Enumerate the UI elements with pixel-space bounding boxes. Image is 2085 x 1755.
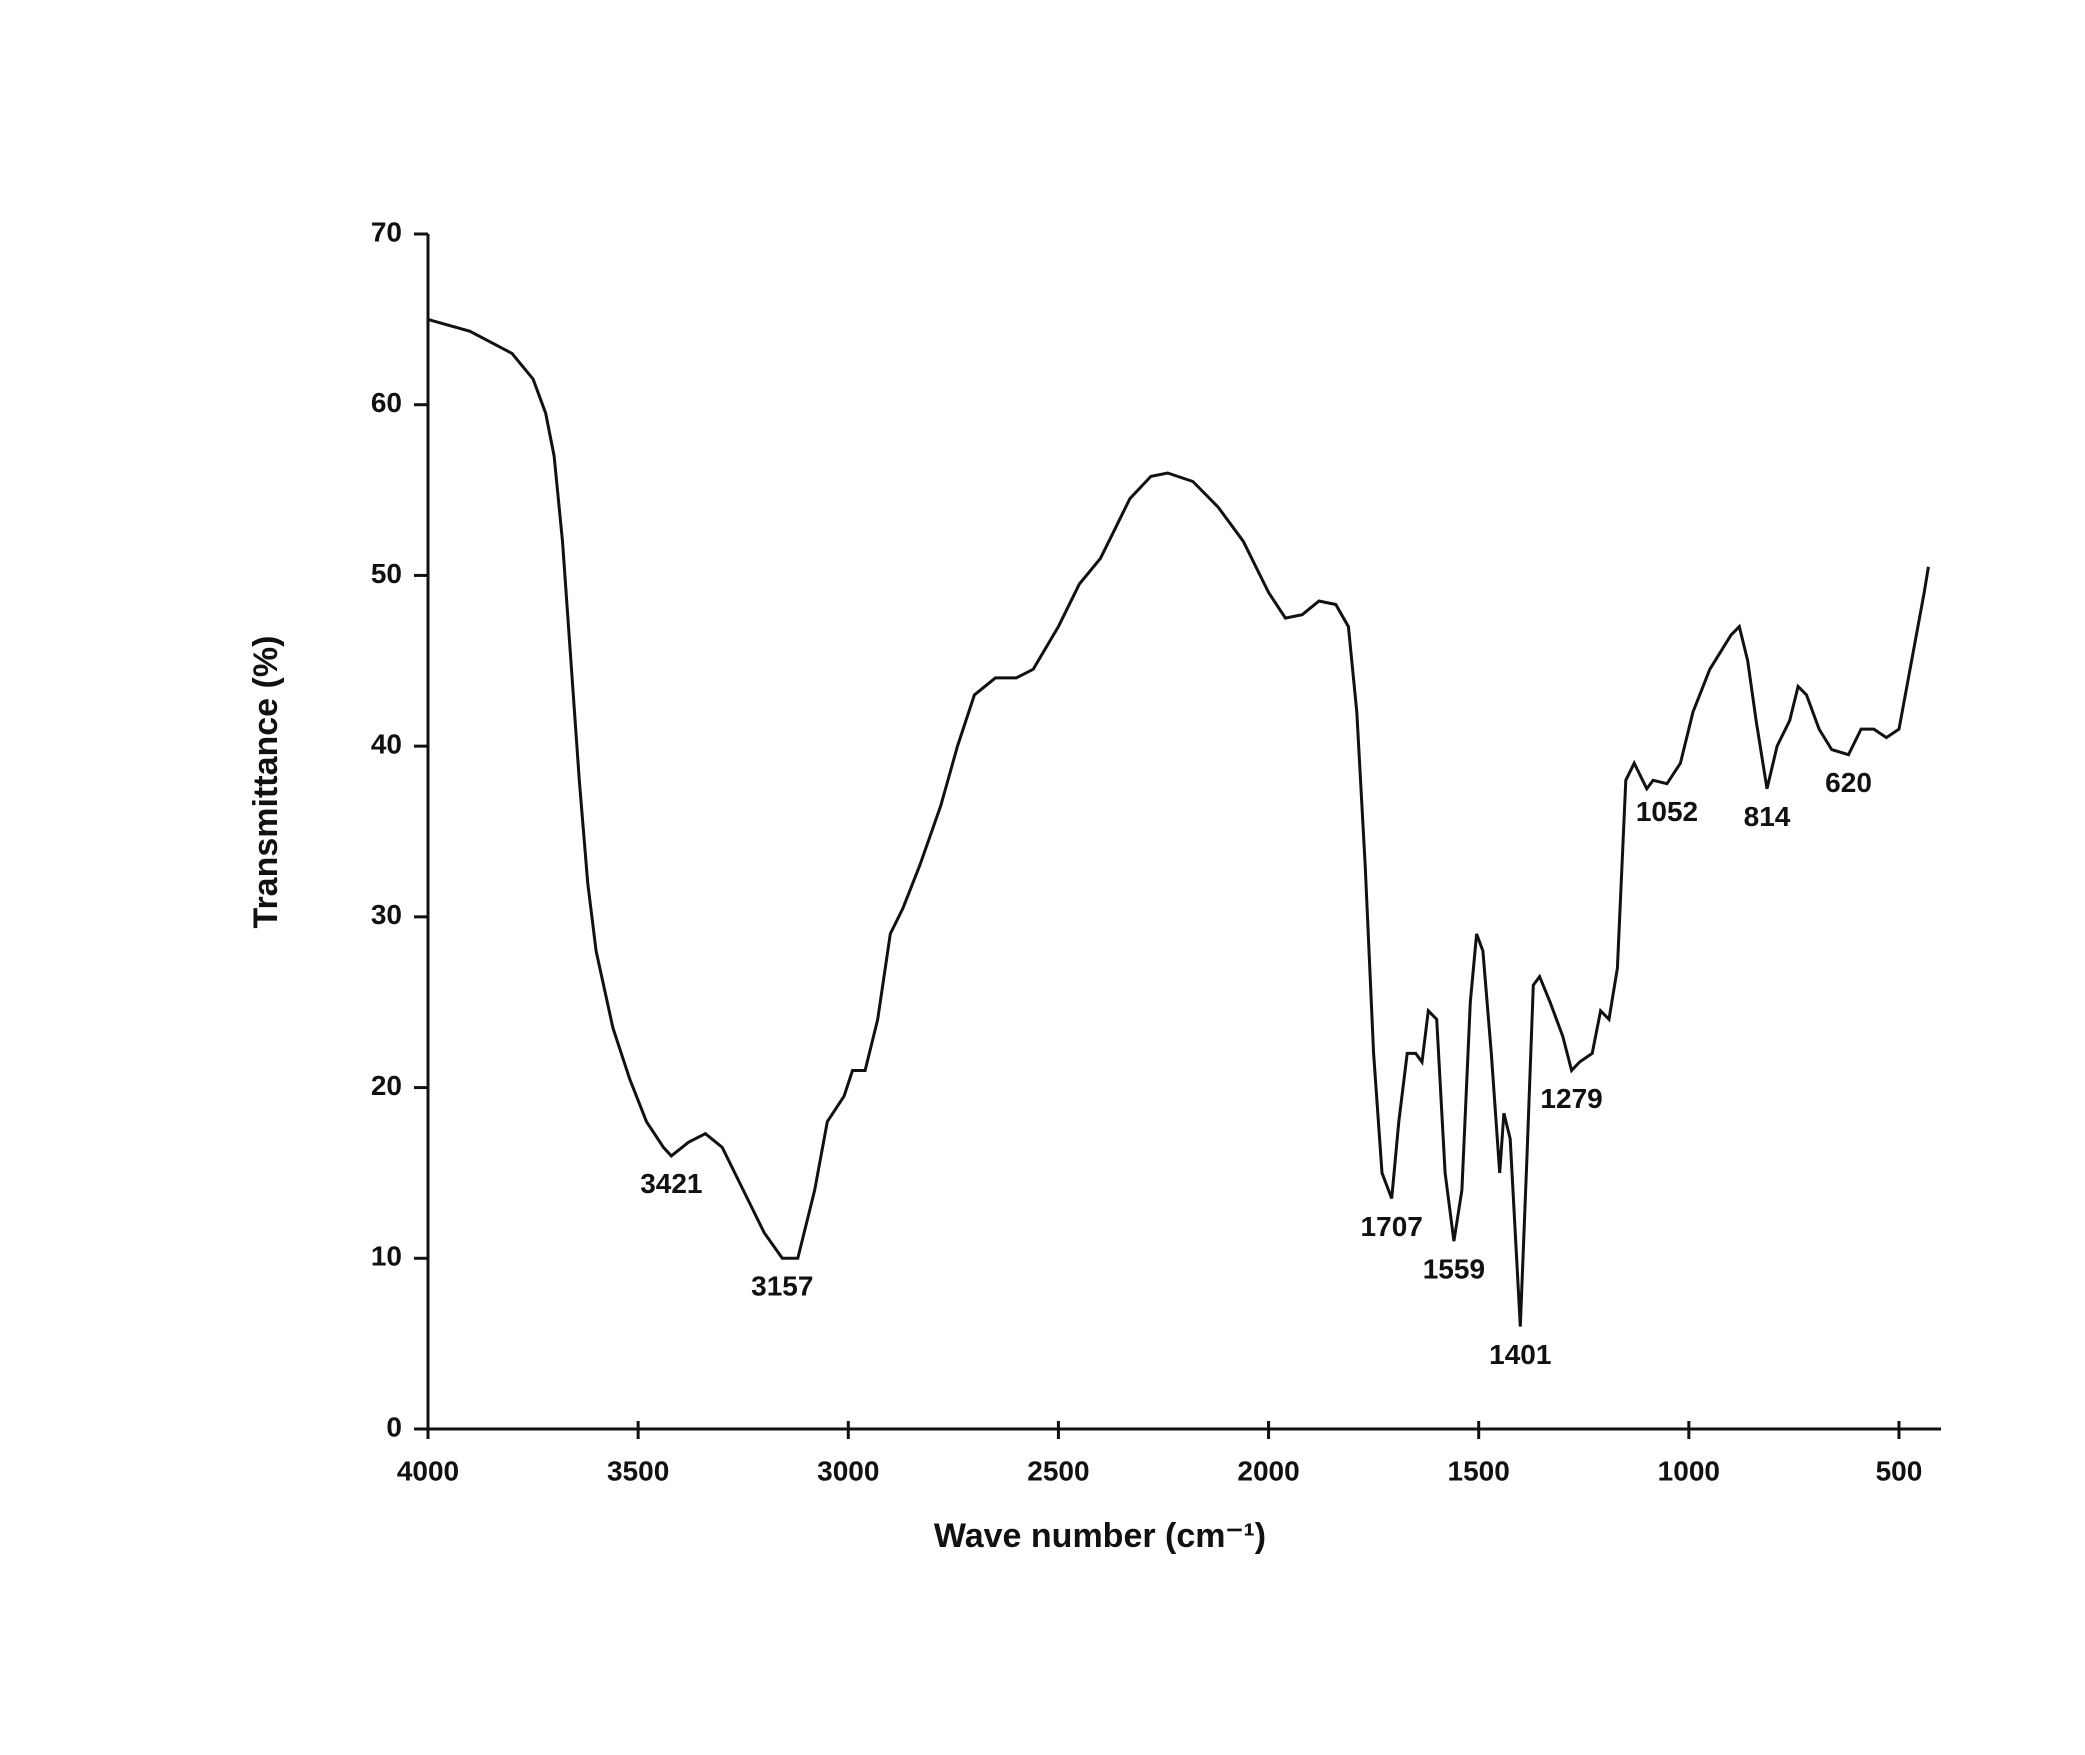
x-tick-label: 3500 bbox=[607, 1455, 669, 1486]
peak-label: 1559 bbox=[1423, 1254, 1485, 1285]
peak-label: 620 bbox=[1825, 767, 1872, 798]
x-tick-label: 2500 bbox=[1027, 1455, 1089, 1486]
peak-label: 3157 bbox=[751, 1271, 813, 1302]
x-tick-label: 3000 bbox=[817, 1455, 879, 1486]
x-tick-label: 4000 bbox=[397, 1455, 459, 1486]
spectrum-line bbox=[427, 317, 1930, 1327]
y-tick-label: 30 bbox=[371, 899, 402, 930]
y-tick-label: 70 bbox=[371, 216, 402, 247]
peak-label: 3421 bbox=[640, 1168, 702, 1199]
peak-label: 1401 bbox=[1489, 1339, 1551, 1370]
y-tick-label: 50 bbox=[371, 558, 402, 589]
y-tick-label: 0 bbox=[386, 1411, 402, 1442]
y-tick-label: 20 bbox=[371, 1070, 402, 1101]
peak-label: 814 bbox=[1744, 801, 1791, 832]
peak-label: 1279 bbox=[1540, 1083, 1602, 1114]
y-tick-label: 60 bbox=[371, 387, 402, 418]
peak-label: 1707 bbox=[1361, 1211, 1423, 1242]
x-tick-label: 2000 bbox=[1237, 1455, 1299, 1486]
x-axis-title: Wave number (cm⁻¹) bbox=[934, 1517, 1266, 1555]
x-tick-label: 1500 bbox=[1448, 1455, 1510, 1486]
y-tick-label: 40 bbox=[371, 729, 402, 760]
x-tick-label: 1000 bbox=[1658, 1455, 1720, 1486]
x-tick-label: 500 bbox=[1876, 1455, 1923, 1486]
y-tick-label: 10 bbox=[371, 1241, 402, 1272]
y-axis-title: Transmittance (%) bbox=[247, 636, 285, 929]
peak-label: 1052 bbox=[1636, 796, 1698, 827]
